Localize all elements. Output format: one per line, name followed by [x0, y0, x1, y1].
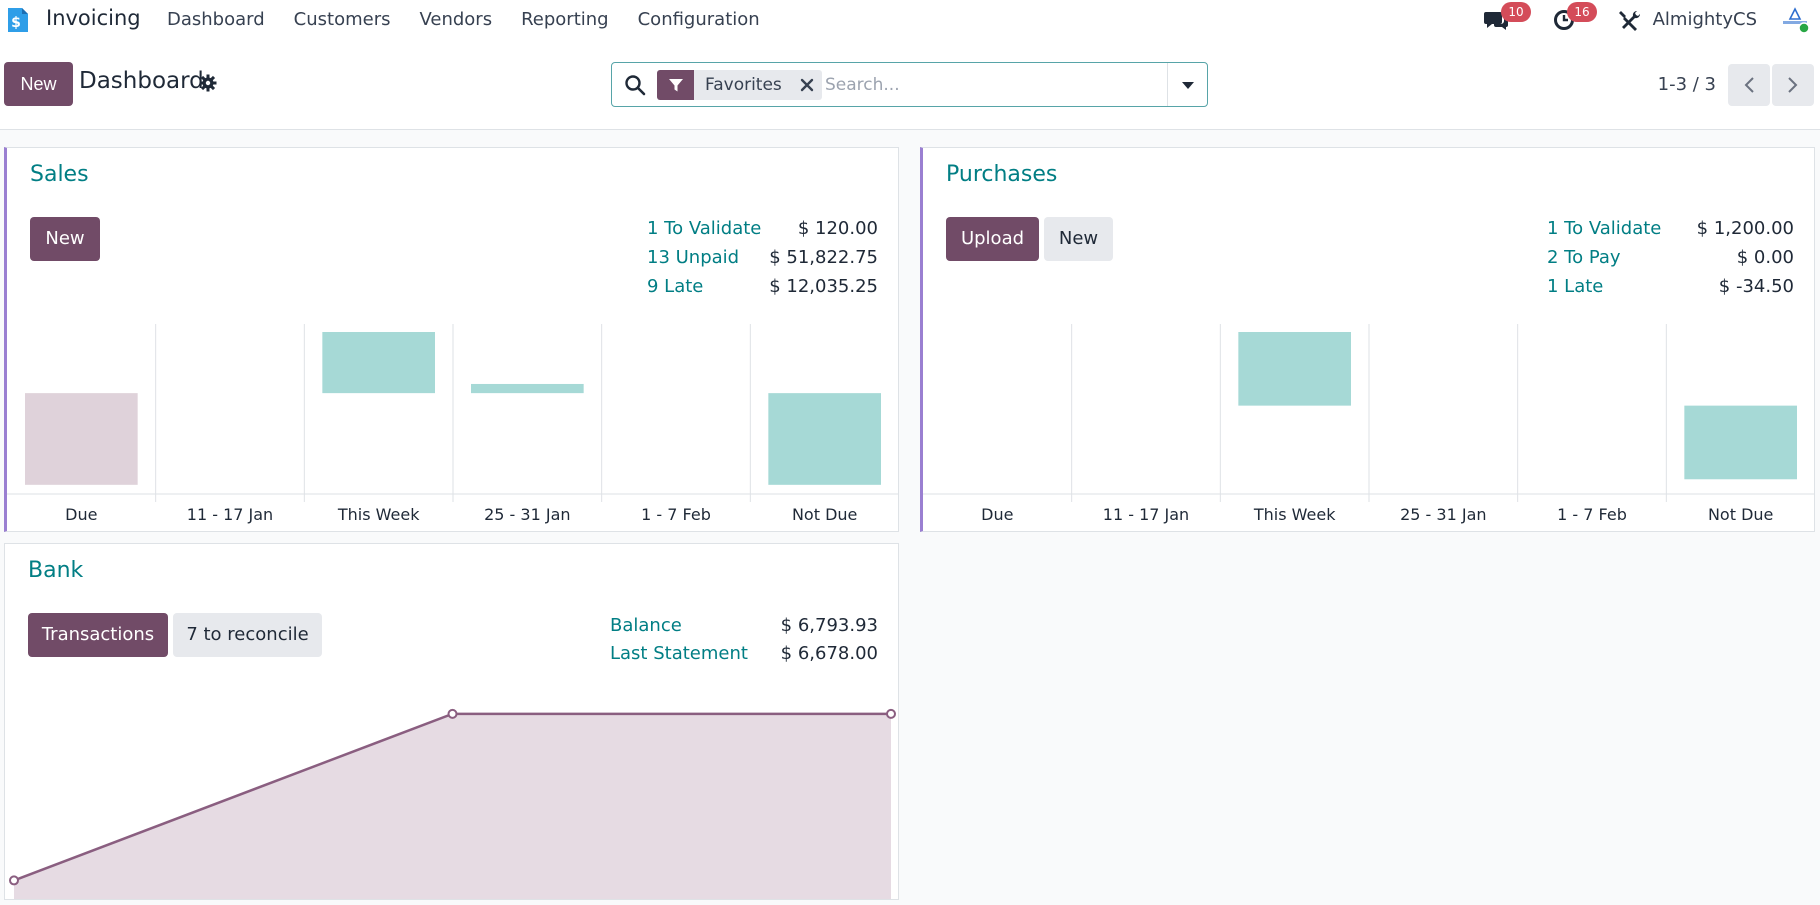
- sales-chart-tick-label: 11 - 17 Jan: [187, 505, 273, 524]
- sales-aging-bar-chart: Due 11 - 17 Jan This Week 25 - 31 Jan 1 - 7 …: [7, 324, 899, 524]
- menu-item-reporting[interactable]: Reporting: [521, 9, 609, 30]
- app-name[interactable]: Invoicing: [46, 6, 141, 30]
- chevron-left-icon: [1744, 77, 1754, 93]
- control-panel: New Dashboard Favorites: [0, 40, 1820, 130]
- activities-count-badge: 16: [1567, 2, 1597, 22]
- caret-down-icon: [1181, 81, 1194, 89]
- sales-new-button[interactable]: New: [30, 217, 100, 261]
- sales-unpaid-link[interactable]: 13 Unpaid: [647, 247, 740, 268]
- menu-item-configuration[interactable]: Configuration: [637, 9, 760, 30]
- purchases-late-link[interactable]: 1 Late: [1547, 276, 1604, 297]
- purchases-late-amount: $ -34.50: [1718, 276, 1794, 297]
- invoicing-app-icon[interactable]: $: [4, 6, 30, 34]
- search-facet: Favorites: [657, 70, 822, 100]
- bank-chart-point[interactable]: [9, 875, 19, 886]
- menu-item-customers[interactable]: Customers: [293, 9, 391, 30]
- sales-late-link[interactable]: 9 Late: [647, 276, 704, 297]
- purchases-aging-bar-chart: Due 11 - 17 Jan This Week 25 - 31 Jan 1 - 7 …: [923, 324, 1815, 524]
- user-name[interactable]: AlmightyCS: [1652, 9, 1757, 30]
- main-menu: Dashboard Customers Vendors Reporting Co…: [167, 9, 789, 30]
- sales-chart-tick-label: Not Due: [792, 505, 857, 524]
- sales-late-amount: $ 12,035.25: [769, 276, 878, 297]
- purchases-to-validate-link[interactable]: 1 To Validate: [1547, 218, 1662, 239]
- bank-balance-line-chart: [9, 708, 896, 899]
- pager-previous-button[interactable]: [1728, 64, 1770, 106]
- sales-to-validate-amount: $ 120.00: [797, 218, 878, 239]
- new-button[interactable]: New: [4, 62, 73, 106]
- sales-chart-tick-label: 25 - 31 Jan: [484, 505, 570, 524]
- purchases-to-pay-amount: $ 0.00: [1736, 247, 1794, 268]
- sales-to-validate-link[interactable]: 1 To Validate: [647, 218, 762, 239]
- sales-card: Sales New 1 To Validate $ 120.00 13 Unpa…: [4, 147, 899, 532]
- purchases-to-validate-amount: $ 1,200.00: [1696, 218, 1794, 239]
- facet-label: Favorites: [705, 75, 782, 95]
- pager-value[interactable]: 1-3 / 3: [1657, 74, 1716, 95]
- chevron-right-icon: [1788, 77, 1798, 93]
- bank-transactions-button[interactable]: Transactions: [28, 613, 168, 657]
- menu-item-dashboard[interactable]: Dashboard: [167, 9, 265, 30]
- page-title: Dashboard: [79, 68, 204, 94]
- sales-title[interactable]: Sales: [30, 162, 89, 187]
- purchases-chart-tick-label: 1 - 7 Feb: [1557, 505, 1627, 524]
- purchases-to-pay-link[interactable]: 2 To Pay: [1547, 247, 1621, 268]
- bank-chart-area: [14, 713, 891, 899]
- sales-chart-tick-label: This Week: [337, 505, 420, 524]
- pager-next-button[interactable]: [1772, 64, 1814, 106]
- sales-chart-bar[interactable]: [471, 383, 584, 394]
- sales-chart-tick-label: 1 - 7 Feb: [641, 505, 711, 524]
- purchases-chart-tick-label: This Week: [1253, 505, 1336, 524]
- bank-reconcile-button[interactable]: 7 to reconcile: [173, 613, 322, 657]
- purchases-title[interactable]: Purchases: [946, 162, 1058, 187]
- purchases-chart-tick-label: Due: [981, 505, 1013, 524]
- search-bar: Favorites: [611, 62, 1208, 107]
- bank-card: Bank Transactions 7 to reconcile Balance…: [4, 543, 899, 900]
- purchases-chart-bar[interactable]: [1684, 405, 1797, 480]
- sales-chart-tick-label: Due: [65, 505, 97, 524]
- bank-last-statement-label[interactable]: Last Statement: [610, 643, 748, 664]
- top-navbar: $ Invoicing Dashboard Customers Vendors …: [0, 0, 1820, 40]
- bank-balance-label[interactable]: Balance: [610, 615, 682, 636]
- purchases-chart-bar[interactable]: [1238, 332, 1351, 406]
- bank-chart-point[interactable]: [447, 708, 458, 719]
- purchases-chart-tick-label: Not Due: [1708, 505, 1773, 524]
- user-avatar[interactable]: [1780, 6, 1810, 34]
- search-icon[interactable]: [624, 74, 646, 96]
- purchases-new-button[interactable]: New: [1044, 217, 1113, 261]
- purchases-card: Purchases Upload New 1 To Validate $ 1,2…: [920, 147, 1815, 532]
- bank-title[interactable]: Bank: [28, 558, 84, 583]
- bank-last-statement-amount: $ 6,678.00: [780, 643, 878, 664]
- filter-icon: [657, 70, 694, 100]
- purchases-upload-button[interactable]: Upload: [946, 217, 1039, 261]
- sales-chart-bar[interactable]: [322, 332, 435, 394]
- search-input[interactable]: [825, 71, 1165, 99]
- purchases-chart-tick-label: 11 - 17 Jan: [1103, 505, 1189, 524]
- search-options-toggle[interactable]: [1167, 63, 1207, 106]
- purchases-chart-tick-label: 25 - 31 Jan: [1400, 505, 1486, 524]
- sales-chart-bar[interactable]: [768, 393, 881, 485]
- sales-unpaid-amount: $ 51,822.75: [769, 247, 878, 268]
- svg-text:$: $: [11, 15, 21, 31]
- bank-chart-point[interactable]: [886, 708, 896, 719]
- messages-count-badge: 10: [1501, 2, 1531, 22]
- tools-icon[interactable]: [1617, 9, 1643, 31]
- sales-chart-bar[interactable]: [25, 393, 138, 485]
- close-icon[interactable]: [792, 70, 822, 100]
- bank-balance-amount: $ 6,793.93: [780, 615, 878, 636]
- gear-icon[interactable]: [199, 74, 217, 92]
- menu-item-vendors[interactable]: Vendors: [419, 9, 493, 30]
